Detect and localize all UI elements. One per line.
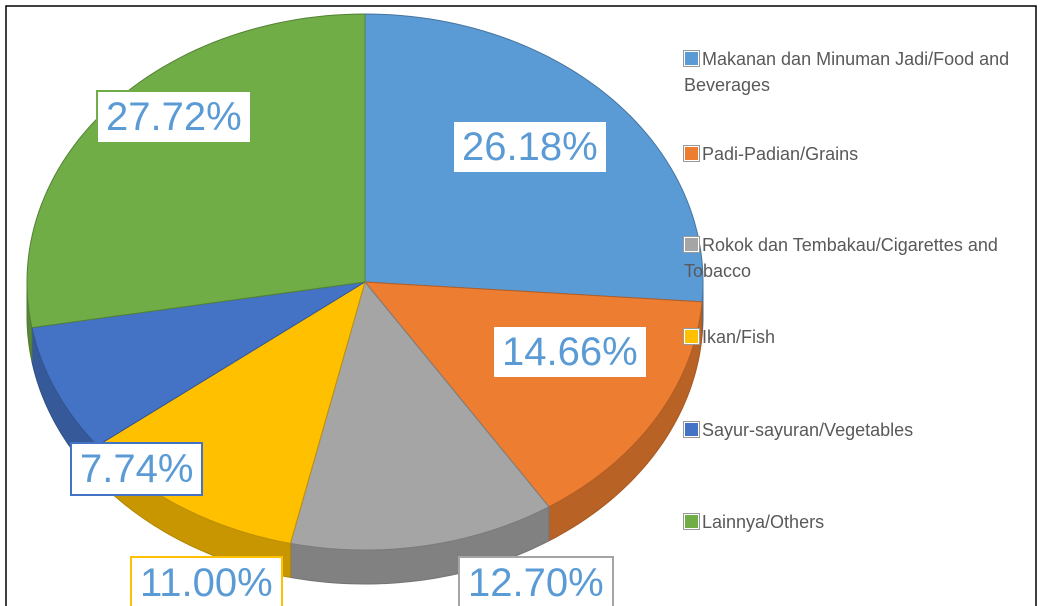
slice — [26, 13, 366, 329]
data-label: 12.70% — [458, 556, 614, 606]
legend-label: Ikan/Fish — [702, 327, 776, 347]
legend-item: Padi-Padian/Grains — [684, 141, 1029, 167]
data-label: 27.72% — [96, 90, 252, 144]
legend-label: Padi-Padian/Grains — [702, 144, 859, 164]
legend-item: Lainnya/Others — [684, 509, 1029, 535]
legend-item: Ikan/Fish — [684, 324, 1029, 350]
legend-item: Rokok dan Tembakau/Cigarettes and Tobacc… — [684, 232, 1029, 284]
legend-swatch — [684, 51, 699, 66]
data-label: 7.74% — [70, 442, 204, 496]
legend-item: Makanan dan Minuman Jadi/Food and Bevera… — [684, 46, 1029, 98]
legend-label: Lainnya/Others — [702, 512, 825, 532]
legend-label: Sayur-sayuran/Vegetables — [702, 420, 914, 440]
legend-swatch — [684, 146, 699, 161]
data-label: 26.18% — [452, 120, 608, 174]
slice — [31, 281, 366, 447]
legend-swatch — [684, 329, 699, 344]
frame — [5, 5, 1037, 606]
legend-swatch — [684, 514, 699, 529]
legend-swatch — [684, 422, 699, 437]
data-label: 11.00% — [130, 556, 283, 606]
legend-label: Rokok dan Tembakau/Cigarettes and Tobacc… — [684, 235, 998, 281]
slice — [289, 280, 550, 551]
data-label: 14.66% — [492, 325, 648, 379]
legend-swatch — [684, 237, 699, 252]
legend-label: Makanan dan Minuman Jadi/Food and Bevera… — [684, 49, 1010, 95]
legend-item: Sayur-sayuran/Vegetables — [684, 417, 1029, 443]
